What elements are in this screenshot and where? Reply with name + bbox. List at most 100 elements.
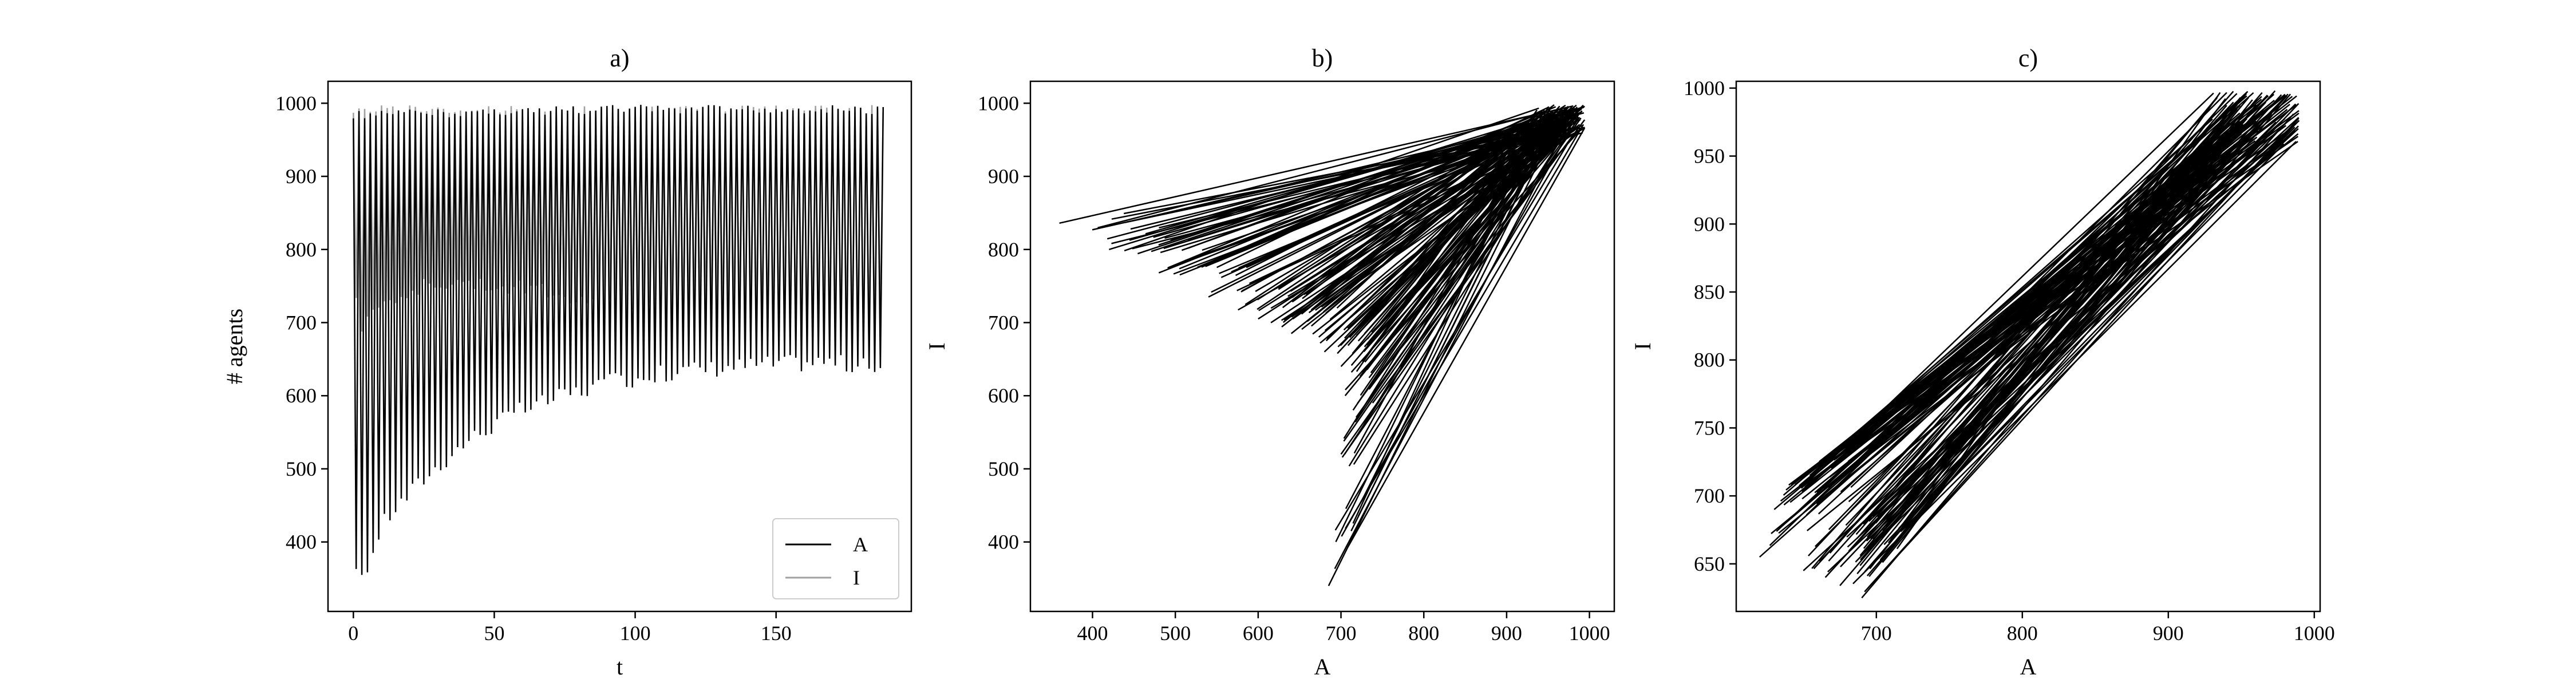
y-tick-label: 900 <box>1694 212 1725 235</box>
axes-frame <box>327 80 912 613</box>
trajectory-segment <box>1208 109 1579 298</box>
plot-area-c <box>1759 90 2300 599</box>
trajectory-segment <box>1158 108 1576 274</box>
trajectory-segment <box>1759 109 2265 558</box>
y-tick-label: 900 <box>286 165 317 188</box>
plot-area-a <box>353 105 884 575</box>
trajectory-segment <box>1803 117 2300 571</box>
x-axis-label: t <box>617 654 623 680</box>
y-tick-label: 600 <box>286 384 317 407</box>
trajectory-segment <box>1879 120 2241 560</box>
trajectory-segment <box>1861 93 2291 599</box>
y-axis-label: I <box>924 342 950 350</box>
trajectory-segment <box>1257 121 1537 301</box>
trajectory-segment <box>1814 123 2242 493</box>
y-axis-label: I <box>1630 342 1656 350</box>
x-tick-label: 500 <box>1160 622 1191 645</box>
y-tick-label: 900 <box>988 165 1019 188</box>
trajectory-segment <box>1323 116 1575 353</box>
x-axis-label: A <box>2020 654 2037 680</box>
y-tick-label: 500 <box>988 457 1019 480</box>
y-tick-label: 600 <box>988 384 1019 407</box>
y-tick-label: 650 <box>1694 552 1725 575</box>
y-tick-label: 700 <box>988 311 1019 334</box>
trajectory-segment <box>1819 141 2298 475</box>
trajectory-segment <box>1123 128 1567 215</box>
x-tick-label: 900 <box>2153 622 2184 645</box>
x-tick-label: 900 <box>1491 622 1522 645</box>
legend-label-A: A <box>853 533 868 556</box>
panel-c: 700 800 900 1000 650 700 750 800 850 900 950 1000 c)… <box>1630 44 2335 680</box>
y-tick-label: 750 <box>1694 416 1725 439</box>
trajectory-segment <box>1349 119 1541 337</box>
axes-frame <box>1735 80 2321 613</box>
trajectory-segment <box>1866 141 2247 577</box>
trajectory-segment <box>1340 117 1581 455</box>
trajectory-segment <box>1824 94 2268 578</box>
y-tick-label: 800 <box>1694 349 1725 372</box>
x-tick-label: 0 <box>348 622 358 645</box>
y-tick-label: 700 <box>286 311 317 334</box>
trajectory-segment <box>1249 125 1583 285</box>
legend-box <box>772 518 899 599</box>
y-tick-label: 1000 <box>1684 77 1725 100</box>
y-tick-label: 950 <box>1694 145 1725 168</box>
trajectory-segment <box>1181 122 1538 251</box>
y-tick-label: 1000 <box>978 92 1019 114</box>
y-tick-label: 800 <box>286 238 317 261</box>
y-tick-label: 1000 <box>275 92 317 114</box>
x-axis-label: A <box>1314 654 1331 680</box>
plot-area-b <box>1059 104 1586 586</box>
x-tick-label: 800 <box>1408 622 1439 645</box>
trajectory-segment <box>1365 124 1554 369</box>
x-tick-label: 50 <box>484 622 504 645</box>
trajectory-segment <box>1340 110 1583 367</box>
trajectory-segment <box>1290 104 1577 334</box>
y-tick-label: 500 <box>286 457 317 480</box>
trajectory-segment <box>1347 127 1586 548</box>
legend: AI <box>772 518 899 599</box>
x-tick-label: 400 <box>1077 622 1108 645</box>
trajectory-segment <box>1852 141 2297 585</box>
trajectory-segment <box>1059 105 1574 224</box>
trajectory-segment <box>1850 130 2257 439</box>
trajectory-segment <box>1210 123 1559 265</box>
x-tick-label: 800 <box>2007 622 2038 645</box>
trajectory-segment <box>1864 135 2245 572</box>
series-line-A <box>353 105 884 575</box>
y-tick-label: 400 <box>286 531 317 554</box>
trajectory-segment <box>1327 108 1566 586</box>
y-tick-label: 700 <box>1694 484 1725 507</box>
y-axis-label: # agents <box>222 309 247 384</box>
x-tick-label: 150 <box>761 622 792 645</box>
x-tick-label: 600 <box>1243 622 1274 645</box>
trajectory-segment <box>1868 104 2257 577</box>
trajectory-segment <box>1124 107 1539 252</box>
panel-title: b) <box>1312 44 1333 72</box>
trajectory-segment <box>1773 100 2257 510</box>
trajectory-segment <box>1345 124 1585 529</box>
x-tick-label: 1000 <box>1569 622 1610 645</box>
trajectory-segment <box>1290 109 1544 302</box>
panel-title: a) <box>610 44 629 72</box>
trajectory-segment <box>1345 131 1580 390</box>
y-tick-label: 850 <box>1694 281 1725 303</box>
trajectory-segment <box>1839 92 2263 586</box>
trajectory-segment <box>1836 100 2242 454</box>
panel-a: 0 50 100 150 400 500 600 700 800 900 1000 a) t # agen… <box>222 44 912 680</box>
trajectory-segment <box>1848 118 2286 503</box>
trajectory-segment <box>1343 112 1550 439</box>
trajectory-segment <box>1281 112 1556 327</box>
x-tick-label: 700 <box>1861 622 1892 645</box>
trajectory-segment <box>1170 105 1585 242</box>
panel-b: 400 500 600 700 800 900 1000 400 500 600 700 800 900… <box>924 44 1615 680</box>
y-tick-label: 400 <box>988 531 1019 554</box>
trajectory-segment <box>1867 113 2294 589</box>
trajectory-segment <box>1831 96 2262 485</box>
trajectory-segment <box>1368 129 1559 378</box>
trajectory-segment <box>1850 140 2223 488</box>
trajectory-segment <box>1856 133 2215 539</box>
x-tick-label: 700 <box>1326 622 1357 645</box>
trajectory-segment <box>1109 108 1567 250</box>
trajectory-segment <box>1852 92 2227 468</box>
